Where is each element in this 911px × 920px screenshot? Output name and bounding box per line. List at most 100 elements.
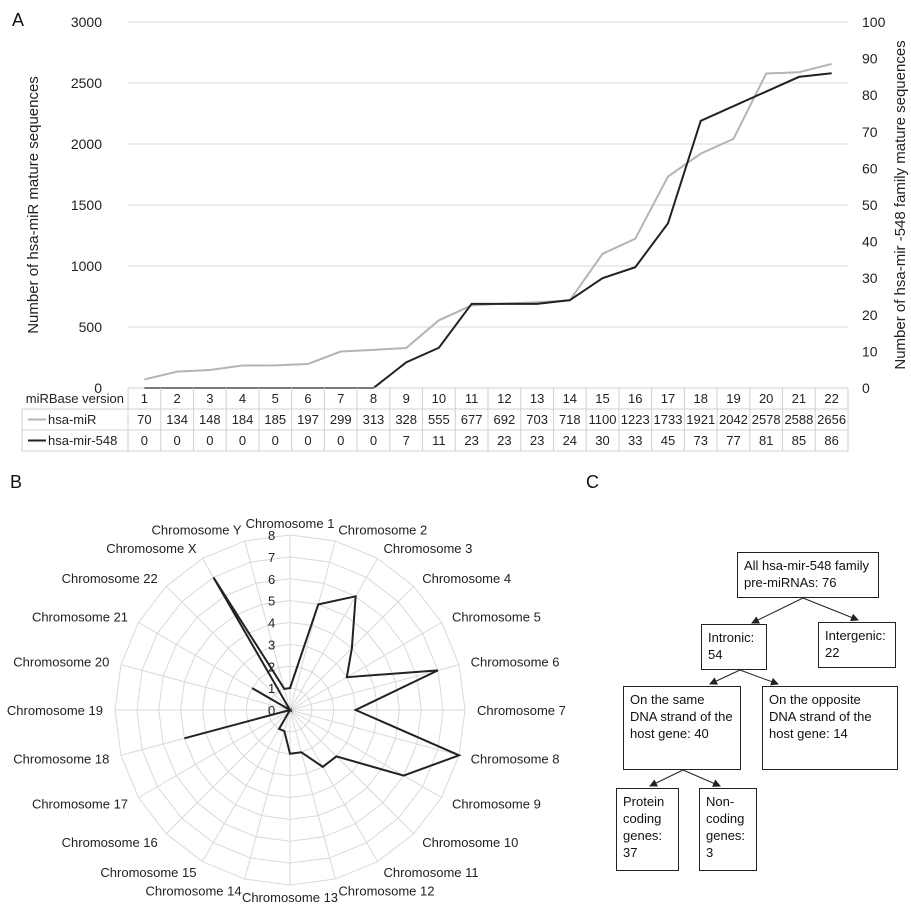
radar-category-label: Chromosome 9 (452, 797, 541, 812)
radar-tick-label: 2 (268, 659, 275, 674)
x-tick-label: 12 (497, 391, 511, 406)
table-cell: 2578 (752, 412, 781, 427)
legend-label: hsa-mir-548 (48, 433, 117, 448)
table-cell: 2588 (784, 412, 813, 427)
table-cell: 0 (337, 433, 344, 448)
radar-tick-label: 5 (268, 594, 275, 609)
diagram-root-text: All hsa-mir-548 family pre-miRNAs: 76 (744, 558, 869, 590)
diagram-root-box: All hsa-mir-548 family pre-miRNAs: 76 (737, 552, 879, 598)
radar-category-label: Chromosome 16 (62, 835, 158, 850)
diagram-opposite-strand-box: On the opposite DNA strand of the host g… (762, 686, 898, 770)
radar-tick-label: 3 (268, 637, 275, 652)
radar-category-label: Chromosome 6 (471, 655, 560, 670)
x-tick-label: 6 (304, 391, 311, 406)
x-tick-label: 3 (206, 391, 213, 406)
radar-category-label: Chromosome Y (152, 522, 242, 537)
x-tick-label: 20 (759, 391, 773, 406)
x-tick-label: 15 (595, 391, 609, 406)
y2-tick-label: 80 (862, 87, 878, 103)
radar-spoke (289, 709, 336, 880)
y2-tick-label: 70 (862, 124, 878, 140)
radar-category-label: Chromosome 19 (7, 703, 103, 718)
table-cell: 0 (141, 433, 148, 448)
table-cell: 86 (824, 433, 838, 448)
x-tick-label: 21 (792, 391, 806, 406)
table-cell: 1223 (621, 412, 650, 427)
radar-spoke (165, 585, 291, 711)
table-cell: 23 (497, 433, 511, 448)
table-cell: 81 (759, 433, 773, 448)
y2-tick-label: 30 (862, 270, 878, 286)
diagram-same-strand-text: On the same DNA strand of the host gene:… (630, 692, 733, 741)
radar-spoke (244, 709, 291, 880)
table-cell: 677 (461, 412, 483, 427)
y-tick-label: 2500 (71, 75, 102, 91)
radar-category-label: Chromosome 21 (32, 610, 128, 625)
table-cell: 148 (199, 412, 221, 427)
table-cell: 313 (363, 412, 385, 427)
x-tick-label: 13 (530, 391, 544, 406)
table-cell: 703 (526, 412, 548, 427)
radar-category-label: Chromosome 17 (32, 797, 128, 812)
y2-tick-label: 90 (862, 51, 878, 67)
table-cell: 2656 (817, 412, 846, 427)
radar-spoke (138, 709, 291, 798)
arrow-intronic-to-opposite (739, 669, 779, 686)
table-cell: 23 (530, 433, 544, 448)
x-tick-label: 17 (661, 391, 675, 406)
radar-spoke (289, 709, 415, 835)
y-tick-label: 0 (94, 380, 102, 396)
table-cell: 0 (206, 433, 213, 448)
arrow-root-to-intronic (751, 597, 804, 624)
line-chart-panel-a: 0500100015002000250030000102030405060708… (21, 14, 909, 452)
table-cell: 184 (232, 412, 254, 427)
radar-tick-label: 0 (268, 703, 275, 718)
table-cell: 0 (272, 433, 279, 448)
diagram-intronic-text: Intronic: 54 (708, 630, 755, 662)
y-tick-label: 1000 (71, 258, 102, 274)
x-tick-label: 7 (337, 391, 344, 406)
radar-category-label: Chromosome 1 (246, 516, 335, 531)
radar-spoke (289, 709, 442, 798)
arrow-same-to-noncoding (682, 769, 721, 787)
radar-tick-label: 6 (268, 572, 275, 587)
radar-spoke (244, 540, 291, 711)
arrow-root-to-intergenic (802, 597, 859, 622)
radar-spoke (202, 709, 291, 862)
x-tick-label: 5 (272, 391, 279, 406)
diagram-protein-coding-text: Protein coding genes: 37 (623, 794, 665, 860)
radar-tick-label: 7 (268, 550, 275, 565)
table-cell: 555 (428, 412, 450, 427)
table-cell: 328 (395, 412, 417, 427)
table-header-label: miRBase version (26, 391, 124, 406)
y-tick-label: 500 (79, 319, 103, 335)
table-cell: 0 (239, 433, 246, 448)
table-cell: 0 (370, 433, 377, 448)
radar-spoke (289, 622, 442, 711)
panel-c-label: C (586, 472, 599, 492)
x-tick-label: 11 (465, 391, 479, 406)
arrow-same-to-protein (649, 769, 684, 787)
x-tick-label: 18 (693, 391, 707, 406)
panel-b-label: B (10, 472, 23, 492)
radar-category-label: Chromosome 20 (13, 655, 109, 670)
diagram-intronic-box: Intronic: 54 (701, 624, 767, 670)
table-cell: 85 (792, 433, 806, 448)
table-cell: 197 (297, 412, 319, 427)
diagram-intergenic-box: Intergenic: 22 (818, 622, 896, 668)
y-axis-label: Number of hsa-miR mature sequences (25, 76, 42, 334)
legend-label: hsa-miR (48, 412, 96, 427)
y-tick-label: 2000 (71, 136, 102, 152)
y2-tick-label: 40 (862, 234, 878, 250)
y-tick-label: 1500 (71, 197, 102, 213)
table-cell: 45 (661, 433, 675, 448)
radar-spoke (289, 709, 378, 862)
table-cell: 134 (166, 412, 188, 427)
radar-category-label: Chromosome 10 (422, 835, 518, 850)
radar-spoke (289, 540, 336, 711)
x-tick-label: 9 (403, 391, 410, 406)
radar-category-label: Chromosome X (106, 541, 197, 556)
diagram-opposite-strand-text: On the opposite DNA strand of the host g… (769, 692, 872, 741)
radar-category-label: Chromosome 4 (422, 571, 511, 586)
